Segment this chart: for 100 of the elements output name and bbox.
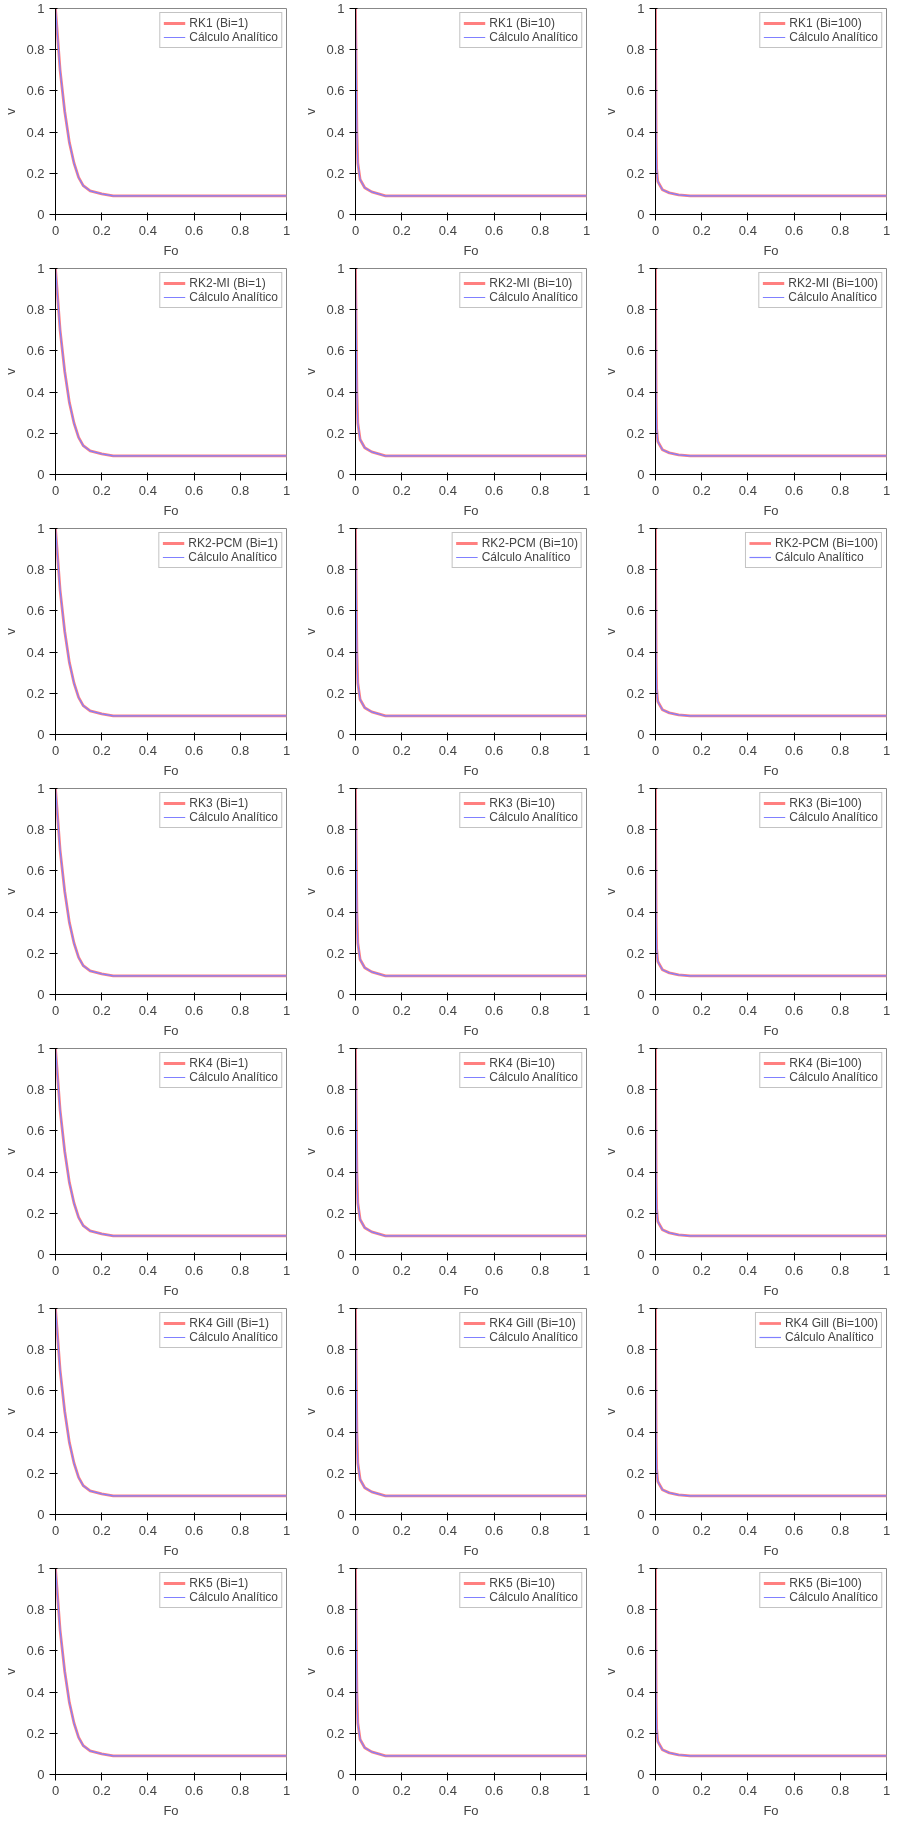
x-tick-label: 0.6 — [785, 222, 804, 238]
y-tick-label: 0 — [37, 1247, 45, 1262]
y-tick-label: 0.4 — [26, 1684, 45, 1700]
legend-label: Cálculo Analítico — [188, 550, 278, 564]
x-tick-label: 0.6 — [485, 1002, 504, 1018]
y-tick-label: 1 — [637, 1561, 645, 1576]
y-tick-label: 0.8 — [326, 1342, 345, 1358]
x-tick-label: 0.4 — [138, 1262, 157, 1278]
y-tick-label: 0.6 — [326, 863, 345, 879]
x-tick-label: 0.4 — [438, 482, 457, 498]
y-axis-title: v — [3, 1147, 19, 1155]
x-tick-label: 0.8 — [231, 222, 250, 238]
x-tick-label: 0.6 — [485, 1262, 504, 1278]
legend-label: RK2-MI (Bi=10) — [489, 276, 573, 290]
x-axis-title: Fo — [763, 762, 779, 778]
y-tick-label: 1 — [637, 1301, 645, 1316]
legend-label: Cálculo Analítico — [489, 1070, 578, 1084]
x-tick-label: 0 — [51, 1782, 60, 1798]
x-tick-label: 0 — [351, 1522, 360, 1538]
y-tick-label: 0.8 — [26, 562, 45, 578]
legend-label: RK2-PCM (Bi=1) — [188, 536, 278, 550]
y-tick-label: 0.6 — [326, 343, 345, 359]
y-tick-label: 0.8 — [626, 822, 645, 838]
y-axis-title: v — [603, 367, 619, 375]
x-tick-label: 0.2 — [92, 482, 111, 498]
x-tick-label: 0 — [51, 222, 60, 238]
y-tick-label: 0.8 — [626, 42, 645, 58]
y-tick-label: 0.2 — [26, 425, 45, 441]
y-tick-label: 1 — [337, 1, 345, 16]
y-tick-label: 0 — [337, 207, 345, 222]
y-tick-label: 0.2 — [626, 685, 645, 701]
x-tick-label: 0.2 — [92, 1262, 111, 1278]
x-tick-label: 0.4 — [138, 222, 157, 238]
y-tick-label: 0 — [37, 1507, 45, 1522]
x-tick-label: 0.8 — [831, 1522, 850, 1538]
x-tick-label: 0.2 — [92, 1002, 111, 1018]
y-tick-label: 0.2 — [326, 1465, 345, 1481]
y-tick-label: 1 — [37, 1041, 45, 1056]
y-tick-label: 0.8 — [26, 822, 45, 838]
y-tick-label: 1 — [37, 1561, 45, 1576]
y-tick-label: 1 — [37, 261, 45, 276]
x-tick-label: 0 — [351, 742, 360, 758]
x-tick-label: 0.8 — [531, 1002, 550, 1018]
y-tick-label: 0.6 — [326, 603, 345, 619]
x-axis-title: Fo — [463, 1802, 479, 1818]
legend-label: RK3 (Bi=1) — [189, 796, 249, 810]
x-tick-label: 0.6 — [185, 742, 204, 758]
x-tick-label: 0 — [51, 1002, 60, 1018]
y-tick-label: 0.2 — [26, 685, 45, 701]
x-tick-label: 1 — [882, 1782, 891, 1798]
y-tick-label: 0.4 — [326, 904, 345, 920]
y-tick-label: 0.4 — [26, 904, 45, 920]
y-tick-label: 0.8 — [326, 302, 345, 318]
y-tick-label: 0.6 — [26, 83, 45, 99]
x-tick-label: 0.2 — [92, 1782, 111, 1798]
y-tick-label: 0 — [337, 1507, 345, 1522]
x-tick-label: 1 — [282, 1002, 291, 1018]
x-tick-label: 0 — [651, 1522, 660, 1538]
y-tick-label: 0.4 — [326, 1684, 345, 1700]
legend-label: Cálculo Analítico — [489, 30, 578, 44]
x-tick-label: 0.2 — [692, 482, 711, 498]
y-tick-label: 0.2 — [626, 165, 645, 181]
x-tick-label: 0.6 — [785, 1522, 804, 1538]
x-tick-label: 0.4 — [438, 1262, 457, 1278]
x-tick-label: 0 — [51, 742, 60, 758]
y-tick-label: 0.8 — [326, 42, 345, 58]
x-tick-label: 0 — [351, 1262, 360, 1278]
legend-label: Cálculo Analítico — [789, 1590, 878, 1604]
legend-label: RK1 (Bi=100) — [789, 16, 862, 30]
x-tick-label: 0.2 — [392, 742, 411, 758]
legend-label: RK5 (Bi=100) — [789, 1576, 862, 1590]
y-tick-label: 0.2 — [626, 425, 645, 441]
y-axis-title: v — [303, 1147, 319, 1155]
legend-label: RK2-MI (Bi=1) — [189, 276, 266, 290]
y-axis-title: v — [303, 107, 319, 115]
legend-label: RK1 (Bi=1) — [189, 16, 249, 30]
y-tick-label: 0.6 — [626, 343, 645, 359]
x-tick-label: 0 — [51, 482, 60, 498]
y-tick-label: 0.4 — [326, 1164, 345, 1180]
y-axis-title: v — [303, 367, 319, 375]
x-tick-label: 0.8 — [231, 1522, 250, 1538]
x-tick-label: 1 — [882, 1262, 891, 1278]
x-axis-title: Fo — [163, 242, 179, 258]
x-tick-label: 0.2 — [692, 222, 711, 238]
x-tick-label: 1 — [882, 222, 891, 238]
legend-label: RK2-PCM (Bi=10) — [481, 536, 578, 550]
x-tick-label: 0.2 — [392, 1262, 411, 1278]
legend-label: RK2-MI (Bi=100) — [788, 276, 878, 290]
x-axis-title: Fo — [463, 502, 479, 518]
legend-label: RK5 (Bi=10) — [489, 1576, 555, 1590]
x-tick-label: 0 — [51, 1522, 60, 1538]
y-tick-label: 0.2 — [626, 945, 645, 961]
legend-label: RK4 Gill (Bi=100) — [784, 1316, 878, 1330]
x-tick-label: 0.6 — [185, 1002, 204, 1018]
y-tick-label: 0.4 — [26, 124, 45, 140]
x-tick-label: 0.4 — [438, 1522, 457, 1538]
y-tick-label: 0.2 — [26, 1465, 45, 1481]
x-tick-label: 0.6 — [785, 742, 804, 758]
y-axis-title: v — [3, 107, 19, 115]
x-tick-label: 0.2 — [692, 1522, 711, 1538]
